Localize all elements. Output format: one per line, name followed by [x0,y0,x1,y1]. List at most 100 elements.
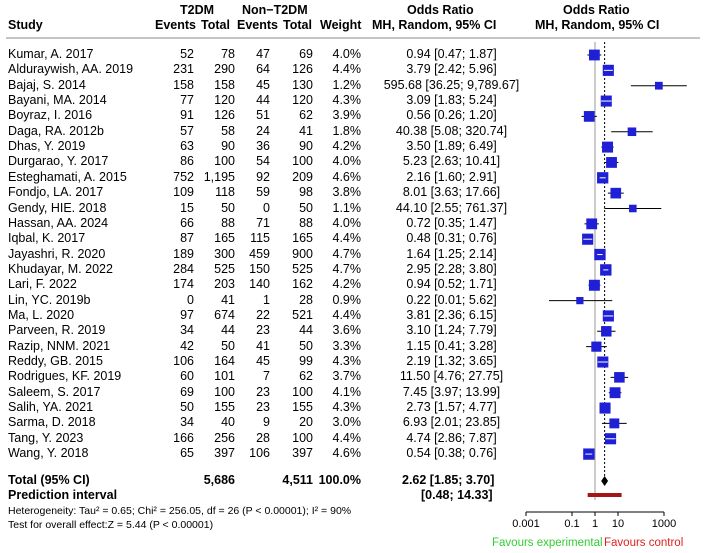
exp-events: 0 [187,292,194,307]
exp-events: 284 [173,261,194,276]
ctrl-total: 98 [299,185,313,200]
heterogeneity-text: Heterogeneity: Tau² = 0.65; Chi² = 256.0… [8,505,352,517]
or-text: 7.45 [3.97; 13.99] [402,384,501,399]
study-marker [610,187,622,199]
ctrl-events-header: Events [237,18,278,32]
weight: 4.3% [332,400,362,415]
or-text: 1.15 [0.41; 3.28] [406,338,497,353]
study-name: Reddy, GB. 2015 [8,354,103,368]
exp-events: 15 [180,200,194,215]
weight: 4.4% [332,307,362,322]
study-column-header: Study [8,18,43,32]
exp-events: 66 [180,215,194,230]
study-marker [629,204,637,213]
study-name: Hassan, AA. 2024 [8,215,109,230]
study-name: Wang, Y. 2018 [8,446,89,461]
ctrl-total: 162 [292,277,313,292]
x-tick-label: 0.001 [512,518,540,530]
ctrl-total: 88 [299,215,313,230]
ctrl-total: 99 [299,354,313,368]
study-marker [609,387,621,399]
exp-total: 165 [214,231,235,246]
or-text: 0.72 [0.35; 1.47] [406,215,497,230]
weight: 1.8% [332,123,362,138]
ctrl-events: 45 [256,354,270,368]
exp-total: 674 [214,307,235,322]
prediction-text: [0.48; 14.33] [421,488,493,502]
total-ctrl-total: 4,511 [282,473,313,487]
total-weight: 100.0% [318,473,361,487]
or-header-subtitle: MH, Random, 95% CI [372,18,497,32]
total-exp-total: 5,686 [203,473,235,487]
exp-events: 189 [173,246,194,261]
or-text: 0.94 [0.47; 1.87] [406,47,497,61]
or-header-title: Odds Ratio [407,3,474,17]
study-name: Ma, L. 2020 [8,307,75,322]
exp-events: 91 [180,108,194,123]
ctrl-events: 41 [256,338,270,353]
ctrl-total: 28 [299,292,313,307]
ctrl-total: 50 [299,338,313,353]
ctrl-events: 1 [263,292,270,307]
ctrl-events: 150 [249,261,270,276]
study-marker [576,296,584,305]
study-name: Lari, F. 2022 [8,277,77,292]
ctrl-total: 20 [299,415,313,430]
x-tick-label: 0.1 [564,518,580,530]
plot-header-title: Odds Ratio [563,3,630,17]
or-text: 5.23 [2.63; 10.41] [402,154,501,169]
ctrl-total: 62 [299,108,313,123]
study-marker [586,218,598,230]
ctrl-total: 100 [292,430,313,445]
study-marker [601,326,612,337]
exp-total: 40 [221,415,235,430]
ctrl-total: 62 [299,369,313,384]
weight: 4.1% [332,384,362,399]
study-name: Bayani, MA. 2014 [8,93,107,108]
exp-total: 300 [214,246,235,261]
prediction-interval-bar [587,493,622,497]
favours-control-label: Favours control [604,537,684,549]
exp-events: 57 [180,123,194,138]
study-name: Kumar, A. 2017 [8,47,94,61]
exp-total: 256 [214,430,235,445]
weight: 3.9% [332,108,362,123]
study-name: Daga, RA. 2012b [8,123,104,138]
exp-events: 174 [173,277,194,292]
ctrl-total-header: Total [283,18,312,32]
ctrl-total: 165 [292,231,313,246]
study-name: Sarma, D. 2018 [8,415,96,430]
ctrl-events: 36 [256,139,270,154]
weight: 4.3% [332,93,362,108]
ctrl-events: 140 [249,277,270,292]
weight-header: Weight [320,18,362,32]
or-text: 6.93 [2.01; 23.85] [402,415,501,430]
ctrl-events: 0 [263,200,270,215]
exp-events: 166 [173,430,194,445]
or-text: 3.10 [1.24; 7.79] [406,323,497,338]
plot-header-subtitle: MH, Random, 95% CI [535,18,660,32]
weight: 4.4% [332,231,362,246]
or-text: 44.10 [2.55; 761.37] [395,200,508,215]
exp-events: 69 [180,384,194,399]
exp-events: 106 [173,354,194,368]
exp-events: 158 [173,77,194,92]
ctrl-events: 92 [256,169,270,184]
ctrl-events: 59 [256,185,270,200]
or-text: 40.38 [5.08; 320.74] [395,123,508,138]
weight: 3.6% [332,323,362,338]
x-tick-label: 10 [611,518,625,530]
or-text: 595.68 [36.25; 9,789.67] [383,77,520,92]
or-text: 1.64 [1.25; 2.14] [406,246,497,261]
exp-total-header: Total [201,18,230,32]
ctrl-total: 130 [292,77,313,92]
ctrl-events: 51 [256,108,270,123]
weight: 3.0% [332,415,362,430]
weight: 4.7% [332,246,362,261]
exp-total: 120 [214,93,235,108]
x-tick-label: 1 [591,518,599,530]
study-name: Salih, YA. 2021 [8,400,94,415]
weight: 4.6% [332,446,362,461]
study-marker [588,279,600,291]
